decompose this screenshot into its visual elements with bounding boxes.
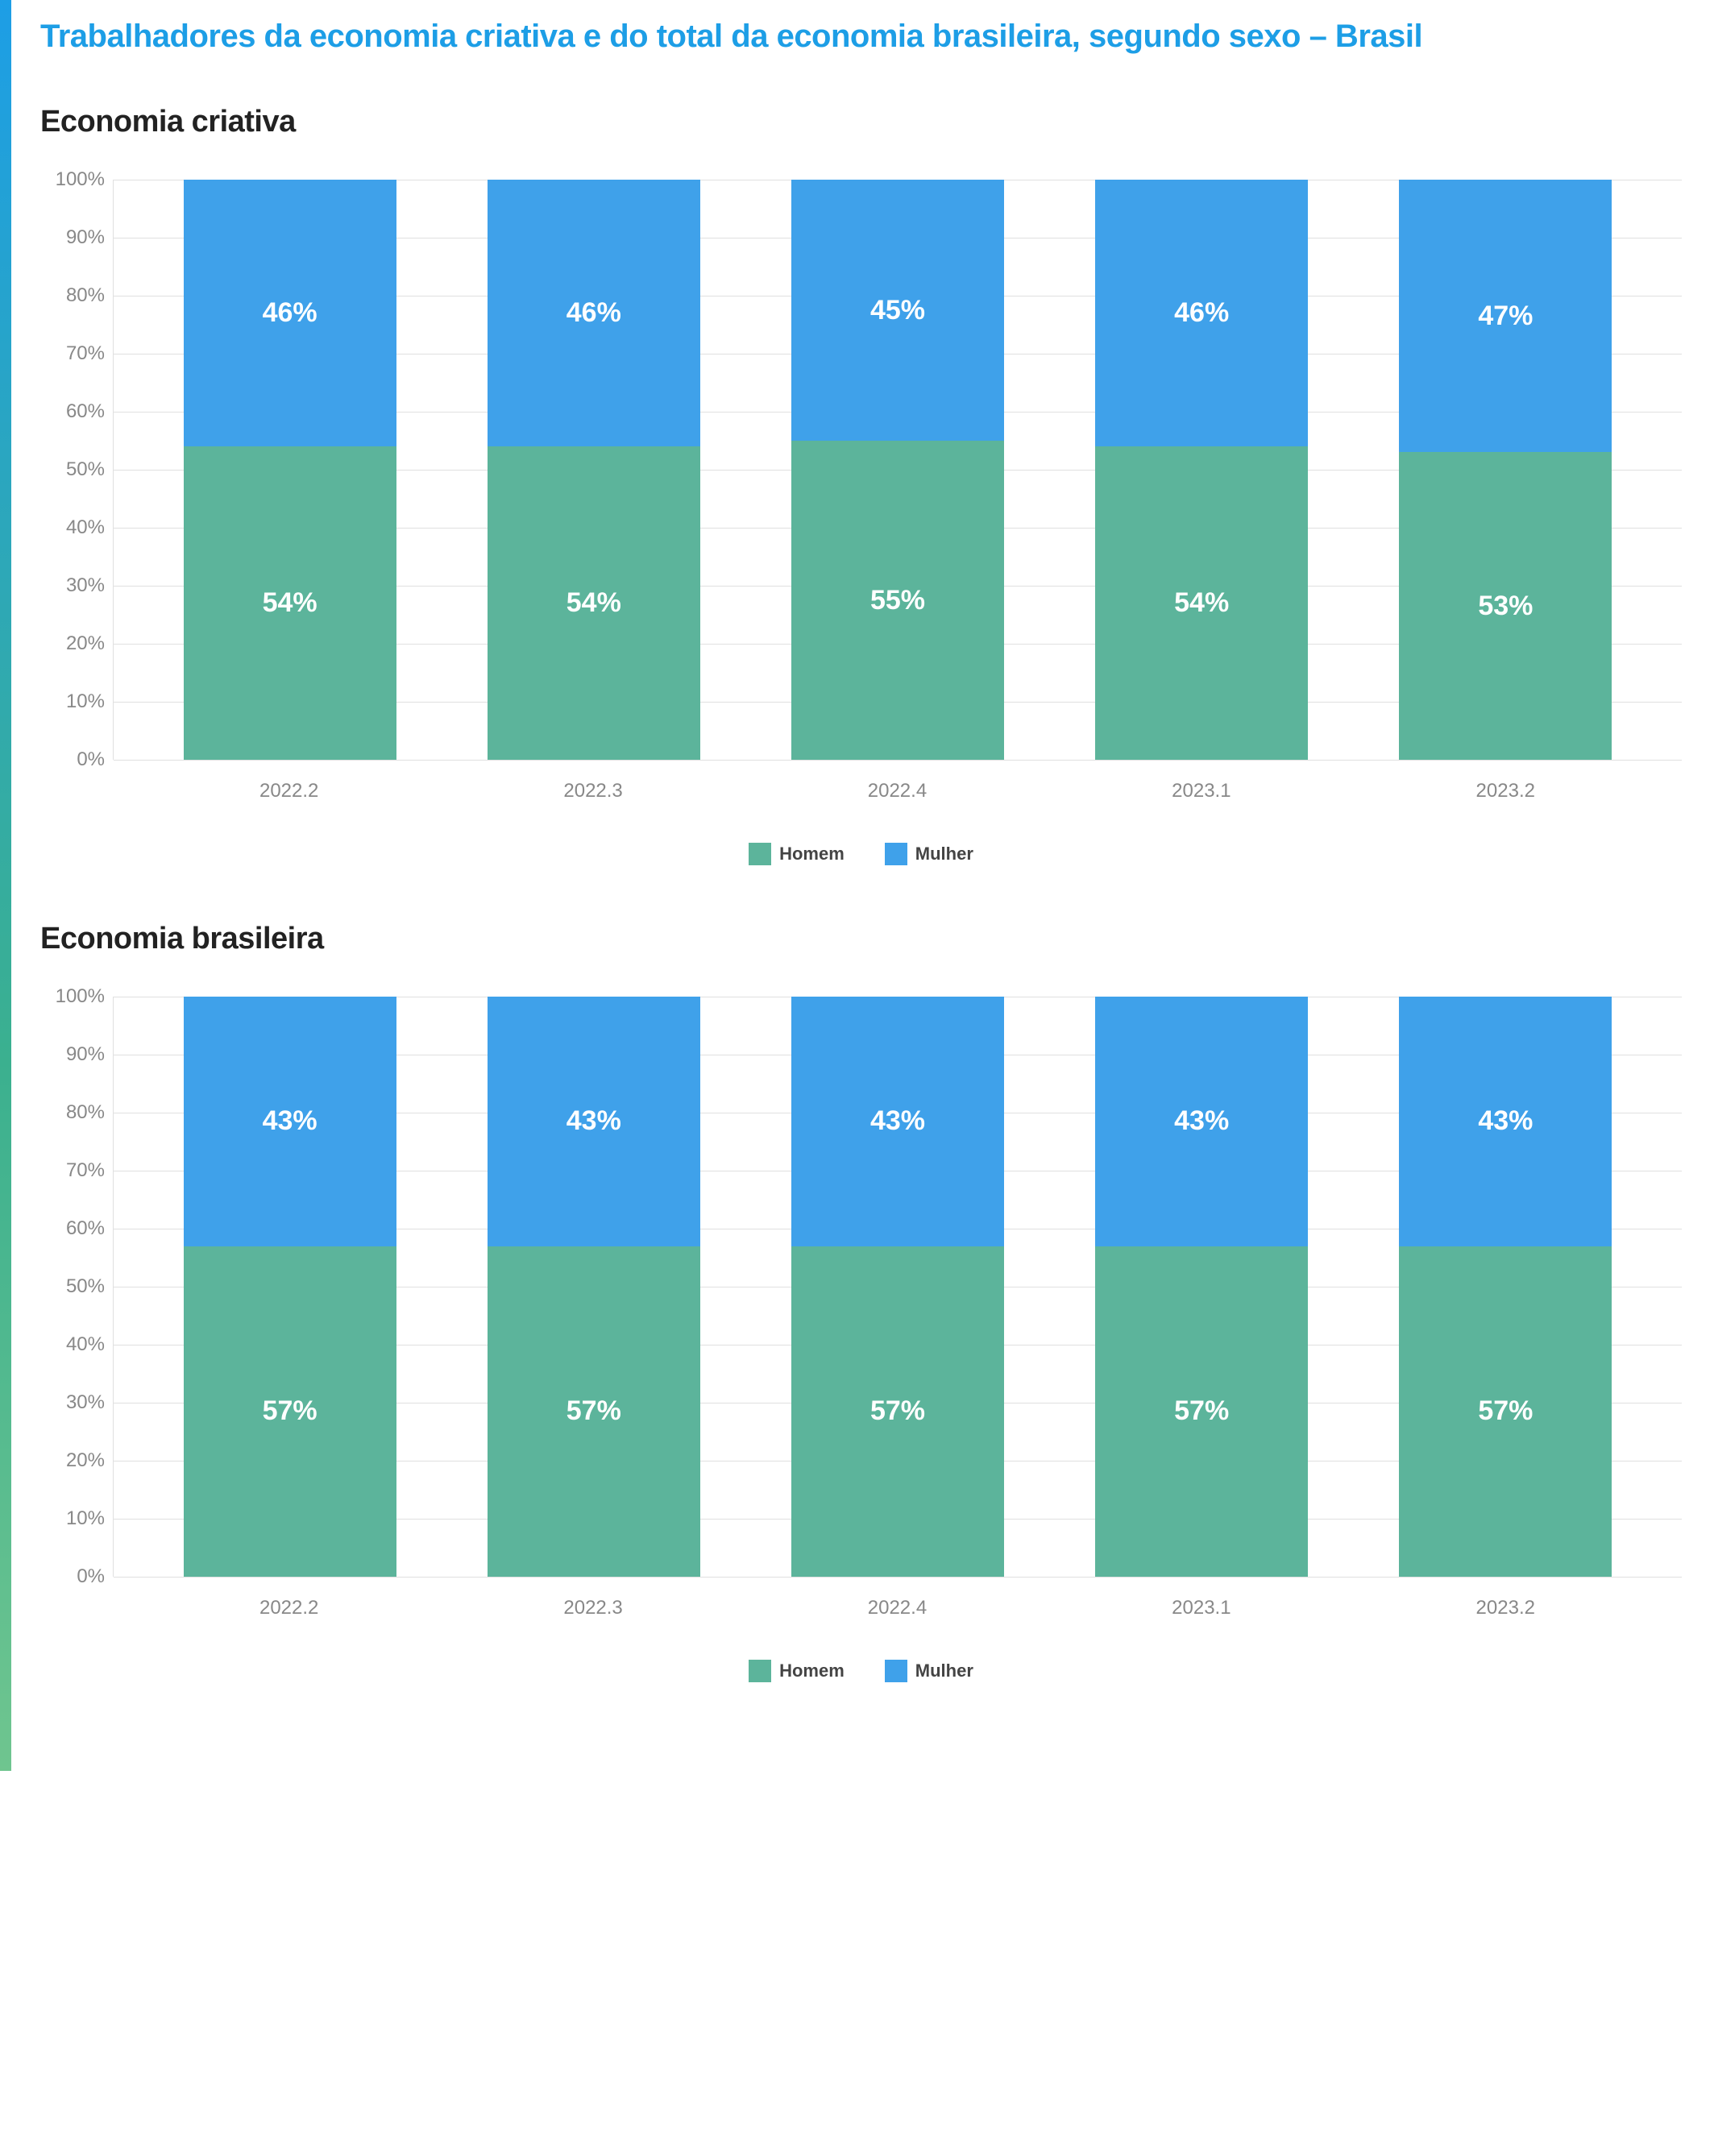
legend-item-mulher: Mulher [885, 843, 973, 865]
x-tick-label: 2023.2 [1399, 780, 1612, 802]
bar-column: 43%57% [791, 997, 1004, 1577]
x-tick-label: 2023.2 [1399, 1597, 1612, 1619]
bar-column: 46%54% [488, 180, 700, 760]
page-title: Trabalhadores da economia criativa e do … [40, 16, 1682, 56]
y-tick-label: 60% [66, 400, 105, 423]
plot-area: 43%57%43%57%43%57%43%57%43%57% [113, 997, 1682, 1577]
y-tick-label: 20% [66, 632, 105, 655]
chart-subtitle: Economia brasileira [40, 922, 1682, 956]
bar-segment-mulher: 47% [1399, 180, 1612, 452]
x-tick-label: 2022.3 [487, 1597, 699, 1619]
bars-row: 46%54%46%54%45%55%46%54%47%53% [114, 180, 1682, 760]
bar-column: 46%54% [184, 180, 396, 760]
bar-column: 46%54% [1095, 180, 1308, 760]
chart-plot-wrap: 100%90%80%70%60%50%40%30%20%10%0%43%57%4… [40, 997, 1682, 1577]
legend-swatch [749, 1660, 771, 1682]
y-tick-label: 30% [66, 1391, 105, 1414]
legend-swatch [885, 1660, 907, 1682]
bar-segment-mulher: 46% [488, 180, 700, 446]
bar-segment-homem: 57% [791, 1246, 1004, 1577]
plot-area: 46%54%46%54%45%55%46%54%47%53% [113, 180, 1682, 760]
bar-column: 43%57% [488, 997, 700, 1577]
charts-container: Economia criativa 100% 90% 80% 70% 60% 50% 40% 3… [40, 105, 1682, 1682]
chart-plot-wrap: 100%90%80%70%60%50%40%30%20%10%0%46%54%4… [40, 180, 1682, 760]
x-tick-label: 2023.1 [1095, 1597, 1308, 1619]
chart-block-0: Economia criativa 100% 90% 80% 70% 60% 50% 40% 3… [40, 105, 1682, 865]
legend-label: Mulher [915, 1661, 973, 1681]
gridline [114, 760, 1682, 761]
bar-segment-homem: 54% [1095, 446, 1308, 760]
y-tick-label: 40% [66, 516, 105, 539]
legend-swatch [749, 843, 771, 865]
bar-column: 47%53% [1399, 180, 1612, 760]
y-tick-label: 10% [66, 1507, 105, 1530]
y-tick-label: 60% [66, 1217, 105, 1240]
legend-label: Homem [779, 844, 845, 864]
bar-segment-mulher: 43% [791, 997, 1004, 1246]
bar-segment-mulher: 43% [184, 997, 396, 1246]
chart-subtitle: Economia criativa [40, 105, 1682, 139]
y-tick-label: 50% [66, 1275, 105, 1298]
y-tick-label: 70% [66, 1159, 105, 1182]
y-axis: 100%90%80%70%60%50%40%30%20%10%0% [40, 997, 113, 1577]
bar-segment-homem: 57% [1399, 1246, 1612, 1577]
bar-segment-mulher: 46% [1095, 180, 1308, 446]
side-accent-bar [0, 0, 11, 1771]
legend-item-homem: Homem [749, 1660, 845, 1682]
legend-item-homem: Homem [749, 843, 845, 865]
y-tick-label: 70% [66, 342, 105, 365]
bar-column: 43%57% [184, 997, 396, 1577]
y-tick-label: 100% [56, 168, 105, 191]
bar-segment-homem: 54% [184, 446, 396, 760]
y-axis: 100%90%80%70%60%50%40%30%20%10%0% [40, 180, 113, 760]
bar-segment-homem: 57% [1095, 1246, 1308, 1577]
legend-label: Mulher [915, 844, 973, 864]
y-tick-label: 0% [77, 748, 105, 771]
x-axis-labels: 2022.2 2022.3 2022.4 2023.1 2023.2 [113, 760, 1682, 802]
legend: Homem Mulher [40, 843, 1682, 865]
y-tick-label: 0% [77, 1565, 105, 1588]
x-tick-label: 2022.2 [183, 1597, 396, 1619]
y-tick-label: 50% [66, 458, 105, 481]
legend-label: Homem [779, 1661, 845, 1681]
gridline [114, 1577, 1682, 1578]
x-tick-label: 2022.4 [791, 780, 1003, 802]
bars-row: 43%57%43%57%43%57%43%57%43%57% [114, 997, 1682, 1577]
y-tick-label: 80% [66, 1101, 105, 1124]
y-tick-label: 20% [66, 1449, 105, 1472]
bar-segment-mulher: 43% [1095, 997, 1308, 1246]
x-tick-label: 2023.1 [1095, 780, 1308, 802]
bar-segment-mulher: 43% [1399, 997, 1612, 1246]
bar-segment-homem: 57% [184, 1246, 396, 1577]
bar-segment-homem: 53% [1399, 452, 1612, 760]
y-tick-label: 10% [66, 690, 105, 713]
bar-segment-homem: 54% [488, 446, 700, 760]
chart-block-1: Economia brasileira 100% 90% 80% 70% 60% 50% 40… [40, 922, 1682, 1682]
x-tick-label: 2022.3 [487, 780, 699, 802]
bar-segment-mulher: 43% [488, 997, 700, 1246]
y-tick-label: 100% [56, 985, 105, 1008]
x-tick-label: 2022.2 [183, 780, 396, 802]
y-tick-label: 90% [66, 1043, 105, 1066]
y-tick-label: 80% [66, 284, 105, 307]
bar-column: 43%57% [1095, 997, 1308, 1577]
bar-column: 45%55% [791, 180, 1004, 760]
y-tick-label: 90% [66, 226, 105, 249]
bar-column: 43%57% [1399, 997, 1612, 1577]
legend-swatch [885, 843, 907, 865]
legend-item-mulher: Mulher [885, 1660, 973, 1682]
bar-segment-mulher: 45% [791, 180, 1004, 441]
x-tick-label: 2022.4 [791, 1597, 1003, 1619]
bar-segment-homem: 57% [488, 1246, 700, 1577]
y-tick-label: 40% [66, 1333, 105, 1356]
bar-segment-mulher: 46% [184, 180, 396, 446]
legend: Homem Mulher [40, 1660, 1682, 1682]
bar-segment-homem: 55% [791, 441, 1004, 760]
y-tick-label: 30% [66, 574, 105, 597]
x-axis-labels: 2022.2 2022.3 2022.4 2023.1 2023.2 [113, 1577, 1682, 1619]
